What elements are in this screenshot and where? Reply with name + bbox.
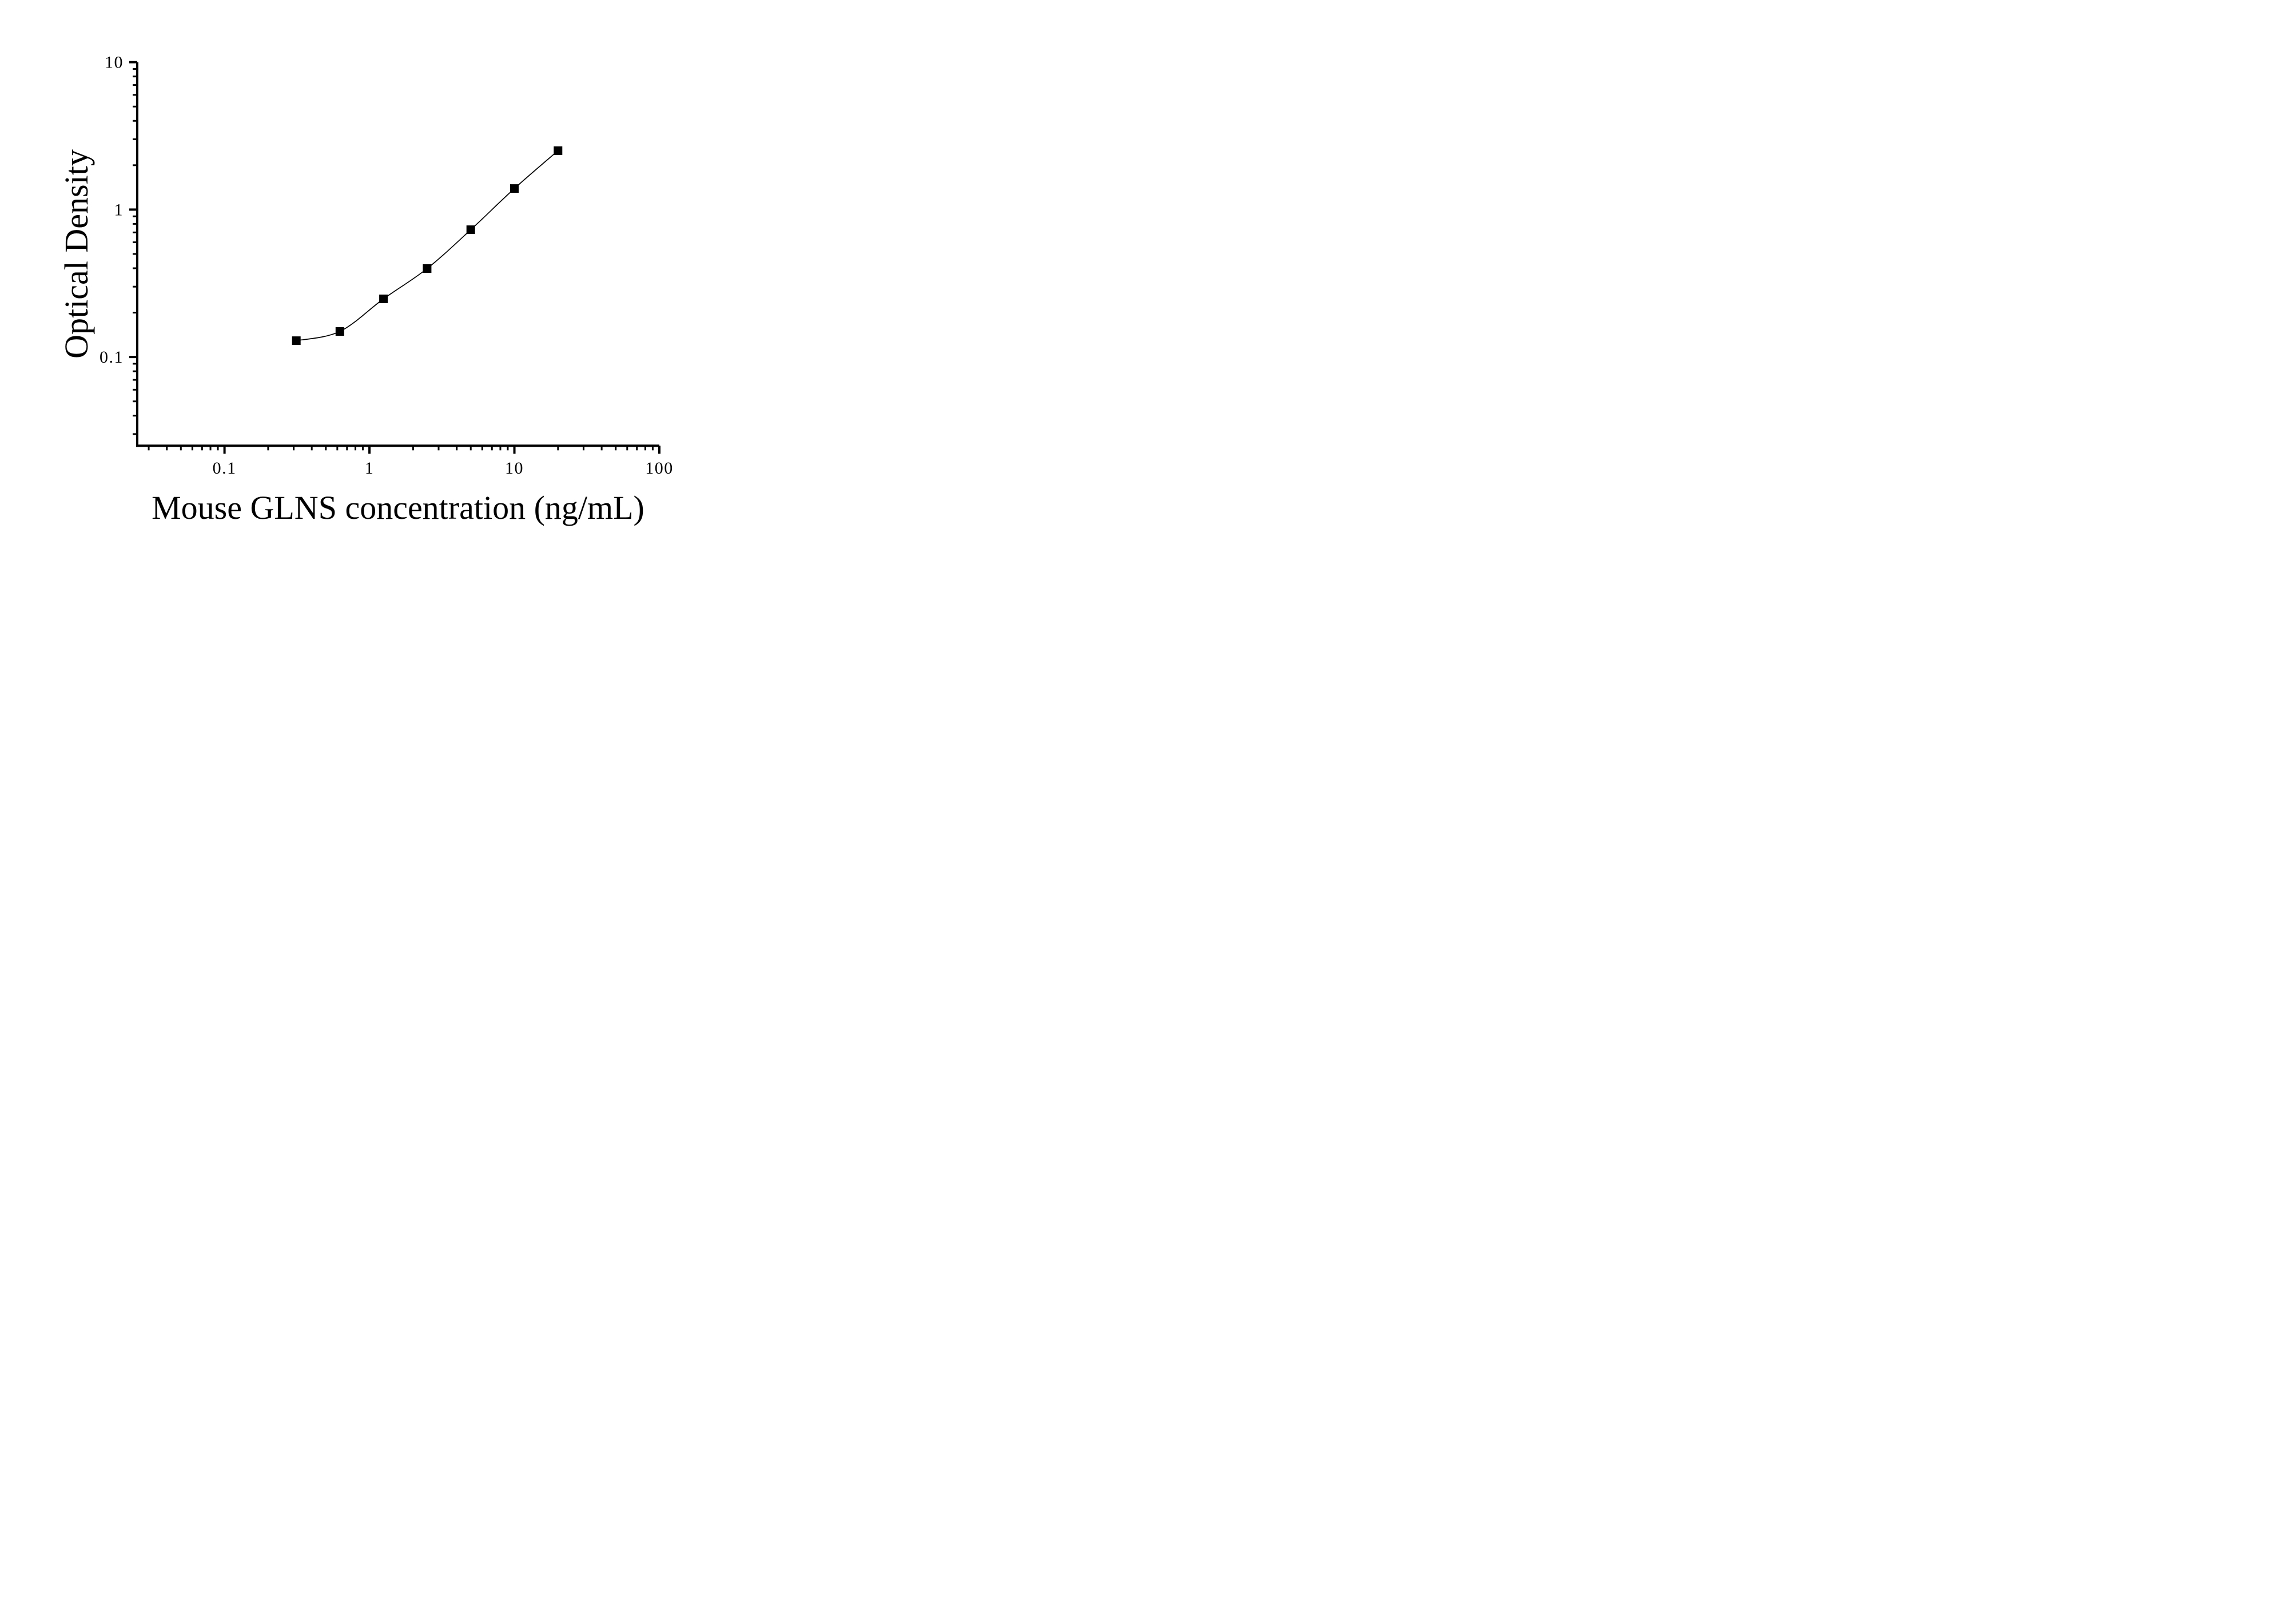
x-tick-label: 1 [365,459,375,478]
x-tick-label: 100 [645,459,674,478]
standard-curve-line [296,150,559,341]
data-point-marker [510,184,519,193]
data-point-marker [466,225,475,235]
y-tick-label: 1 [114,200,124,219]
x-tick-label: 10 [505,459,524,478]
data-point-marker [335,327,344,336]
data-point-marker [554,146,563,155]
axis-spines [136,62,659,447]
data-point-marker [292,336,301,345]
x-axis-title: Mouse GLNS concentration (ng/mL) [152,489,644,526]
elisa-standard-curve-figure: 0.1 1 10 100 10 1 0.1 Mouse GLNS concentration… [0,0,766,535]
data-point-marker [423,264,432,273]
y-tick-label: 10 [105,53,124,72]
axes-layer: 0.1 1 10 100 10 1 0.1 [100,53,674,478]
data-point-marker [379,295,388,303]
y-tick-label: 0.1 [100,348,124,367]
x-tick-label: 0.1 [213,459,237,478]
chart-canvas: 0.1 1 10 100 10 1 0.1 Mouse GLNS concentration… [58,53,674,526]
y-axis-title: Optical Density [58,149,95,359]
curve-layer [292,146,563,345]
